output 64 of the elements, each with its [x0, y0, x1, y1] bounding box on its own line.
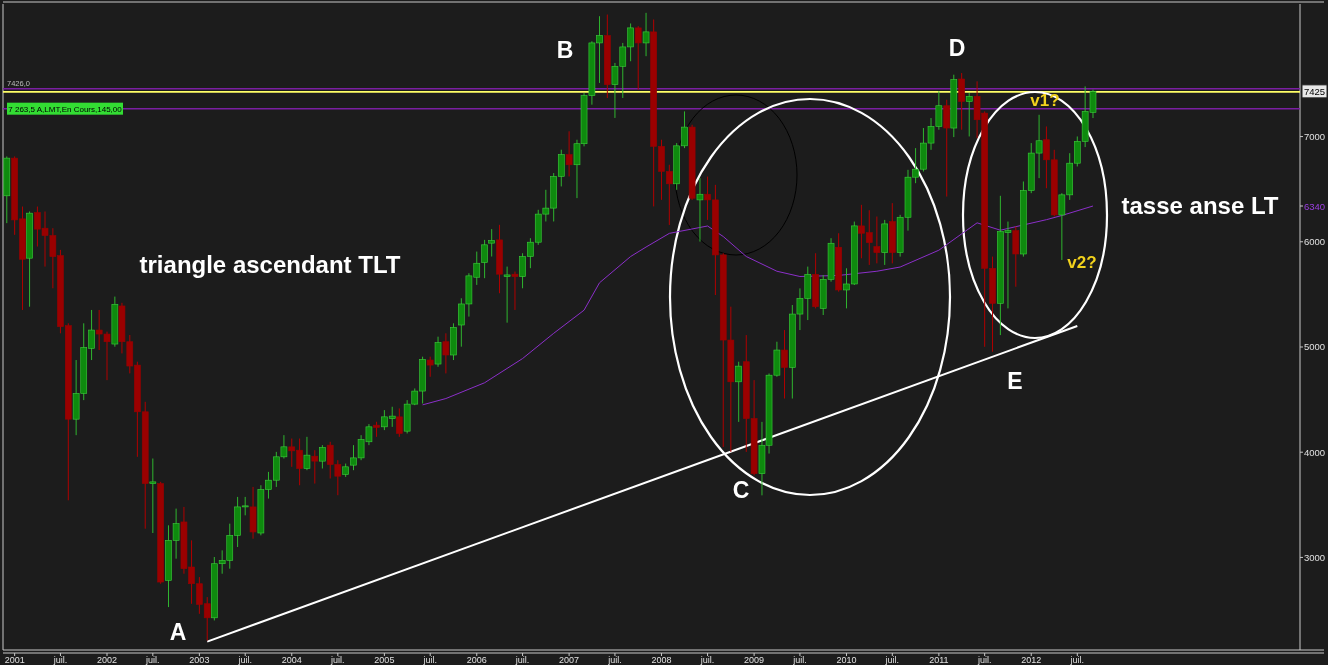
y-tick-label: 6340 [1304, 200, 1326, 212]
candlestick [319, 444, 326, 470]
x-tick-label: juil. [514, 655, 530, 665]
annotation: A [169, 619, 187, 646]
candlestick [642, 12, 650, 57]
x-tick-label: juil. [422, 655, 437, 665]
x-tick-label: 2004 [281, 655, 302, 665]
candlestick [735, 361, 742, 423]
x-tick-label: 2003 [189, 655, 210, 665]
candlestick [311, 449, 319, 485]
x-tick-label: 2002 [97, 655, 118, 665]
x-tick-label: juil. [1069, 655, 1085, 665]
x-tick-label: 2006 [466, 655, 487, 665]
x-tick-label: juil. [699, 655, 715, 665]
x-tick-label: juil. [792, 655, 807, 665]
ref-line-label: 7 263,5 A,LMT,En Cours,145,00 [8, 105, 123, 115]
candlestick [488, 228, 495, 258]
x-tick-label: juil. [52, 655, 68, 665]
candlestick [781, 329, 788, 400]
candlestick [565, 130, 573, 177]
x-tick-label: juil. [607, 655, 622, 665]
candlestick [481, 239, 488, 279]
x-tick-label: juil. [237, 655, 252, 665]
x-tick-label: 2005 [374, 655, 395, 665]
x-tick-label: 2008 [651, 655, 672, 665]
y-tick-label: 4000 [1304, 446, 1326, 458]
annotation: B [556, 37, 574, 64]
candlestick [943, 99, 951, 198]
x-tick-label: 2011 [929, 655, 949, 665]
candlestick [965, 92, 973, 137]
candlestick [1012, 226, 1020, 288]
y-tick-label: 6000 [1304, 236, 1326, 248]
candlestick [873, 216, 881, 264]
text: triangle ascendant TLT [139, 251, 401, 278]
annotation: C [732, 477, 750, 504]
candlestick [442, 332, 450, 374]
x-tick-label: 2009 [744, 655, 765, 665]
annotation: v1? [1030, 90, 1060, 110]
candlestick [511, 271, 519, 311]
y-tick-label: 7000 [1304, 131, 1326, 143]
ref-line-label: 7425 [1303, 86, 1326, 98]
candlestick [396, 407, 403, 438]
text: tasse anse LT [1121, 192, 1279, 219]
candlestick [149, 458, 157, 534]
candlestick [696, 177, 704, 243]
candlestick [958, 72, 965, 131]
x-tick-label: 2010 [836, 655, 857, 665]
candlestick [503, 266, 511, 324]
candlestick [303, 436, 311, 471]
annotation: D [948, 35, 966, 62]
x-tick-label: 2001 [4, 655, 25, 665]
x-tick-label: 2007 [559, 655, 580, 665]
x-tick-label: 2012 [1021, 655, 1042, 665]
candlestick [634, 25, 642, 91]
annotation: E [1007, 368, 1023, 395]
x-tick-label: juil. [976, 655, 992, 665]
y-tick-label: 5000 [1304, 341, 1326, 353]
candlestick [426, 356, 434, 378]
x-tick-label: juil. [884, 655, 900, 665]
annotation: v2? [1067, 252, 1097, 272]
x-tick-label: juil. [330, 655, 345, 665]
x-tick-label: juil. [145, 655, 160, 665]
y-tick-label: 3000 [1304, 551, 1326, 563]
candlestick [434, 336, 442, 368]
